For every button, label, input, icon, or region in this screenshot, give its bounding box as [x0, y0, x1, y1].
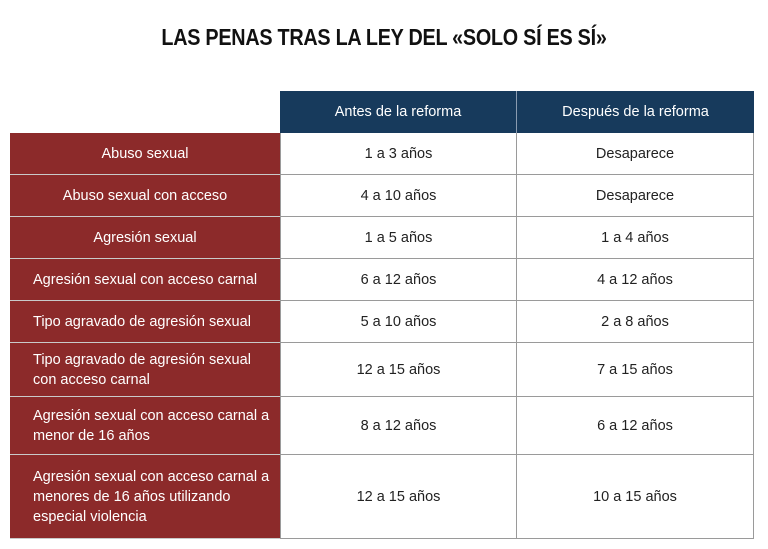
after-value: 2 a 8 años	[517, 301, 754, 343]
after-value: Desaparece	[517, 175, 754, 217]
before-value: 6 a 12 años	[280, 259, 517, 301]
after-value: 10 a 15 años	[517, 455, 754, 539]
before-value: 8 a 12 años	[280, 397, 517, 455]
header-after: Después de la reforma	[517, 91, 754, 133]
before-value: 4 a 10 años	[280, 175, 517, 217]
row-label: Abuso sexual con acceso	[10, 175, 280, 217]
penalties-table: Antes de la reforma Después de la reform…	[10, 91, 754, 539]
header-before: Antes de la reforma	[280, 91, 517, 133]
row-label: Agresión sexual con acceso carnal	[10, 259, 280, 301]
after-value: Desaparece	[517, 133, 754, 175]
before-value: 5 a 10 años	[280, 301, 517, 343]
row-label: Tipo agravado de agresión sexual con acc…	[10, 343, 280, 397]
before-value: 1 a 3 años	[280, 133, 517, 175]
row-label: Abuso sexual	[10, 133, 280, 175]
before-value: 12 a 15 años	[280, 343, 517, 397]
row-label: Agresión sexual	[10, 217, 280, 259]
table-corner	[10, 91, 280, 133]
after-value: 6 a 12 años	[517, 397, 754, 455]
row-label: Agresión sexual con acceso carnal a meno…	[10, 397, 280, 455]
row-label: Agresión sexual con acceso carnal a meno…	[10, 455, 280, 539]
page-title: LAS PENAS TRAS LA LEY DEL «SOLO SÍ ES SÍ…	[161, 24, 607, 50]
after-value: 4 a 12 años	[517, 259, 754, 301]
before-value: 12 a 15 años	[280, 455, 517, 539]
before-value: 1 a 5 años	[280, 217, 517, 259]
after-value: 7 a 15 años	[517, 343, 754, 397]
after-value: 1 a 4 años	[517, 217, 754, 259]
row-label: Tipo agravado de agresión sexual	[10, 301, 280, 343]
